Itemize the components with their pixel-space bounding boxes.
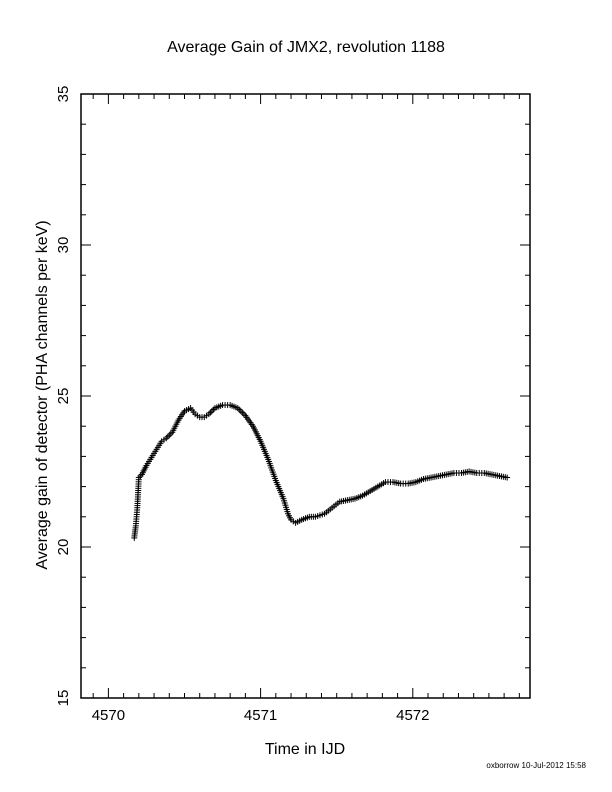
x-tick-label: 4571 bbox=[244, 707, 277, 724]
data-point bbox=[207, 409, 214, 416]
x-tick-label: 4572 bbox=[396, 707, 429, 724]
axis-ticks bbox=[81, 93, 530, 699]
footer-signature: oxborrow 10-Jul-2012 15:58 bbox=[486, 761, 586, 770]
y-tick-label: 25 bbox=[55, 388, 72, 405]
chart-title: Average Gain of JMX2, revolution 1188 bbox=[167, 39, 445, 56]
y-tick-label: 15 bbox=[55, 690, 72, 707]
x-tick-label: 4570 bbox=[92, 707, 125, 724]
axis-tick-labels: 15 20 25 30 35 4570 4571 4572 bbox=[55, 86, 429, 724]
data-point bbox=[239, 409, 246, 416]
data-point bbox=[504, 474, 511, 481]
plot-frame bbox=[80, 93, 531, 699]
y-tick-label: 20 bbox=[55, 539, 72, 556]
x-axis-label: Time in IJD bbox=[265, 741, 345, 758]
data-point bbox=[166, 432, 173, 439]
y-tick-label: 30 bbox=[55, 237, 72, 254]
y-tick-label: 35 bbox=[55, 86, 72, 103]
data-point bbox=[237, 408, 244, 415]
data-point bbox=[164, 433, 171, 440]
y-axis-label: Average gain of detector (PHA channels p… bbox=[34, 220, 51, 569]
data-points bbox=[131, 402, 511, 541]
data-point bbox=[208, 408, 215, 415]
data-point bbox=[240, 411, 247, 418]
